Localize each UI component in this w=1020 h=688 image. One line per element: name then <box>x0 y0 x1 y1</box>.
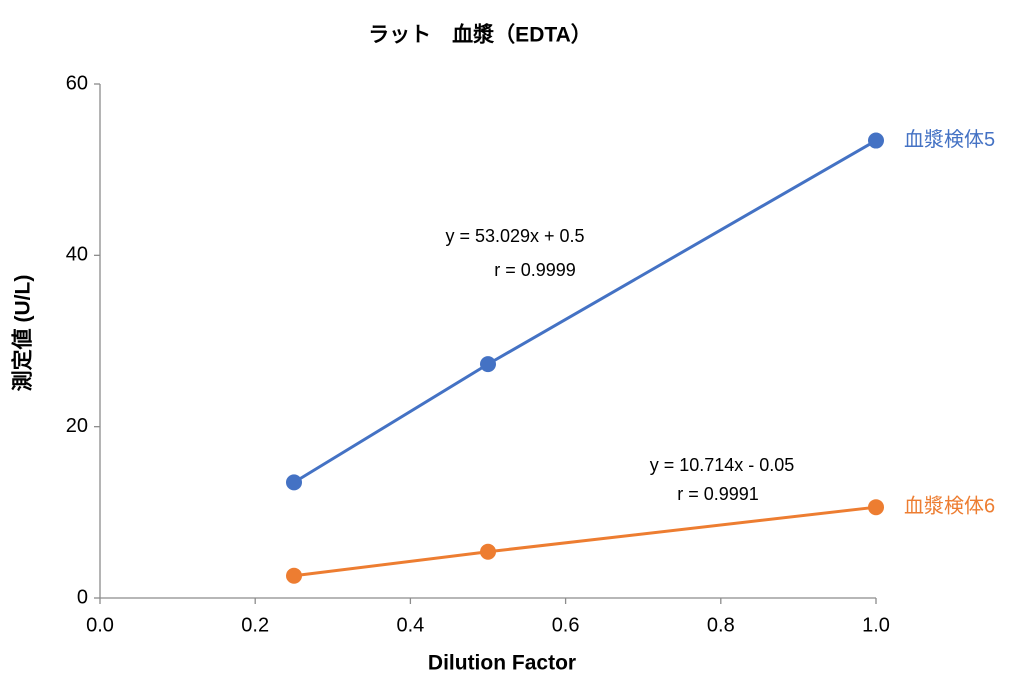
annotation: y = 53.029x + 0.5 <box>445 226 584 246</box>
point <box>480 543 496 560</box>
y-tick-label: 40 <box>66 244 88 266</box>
x-tick-label: 0.2 <box>241 614 269 636</box>
point <box>868 499 884 516</box>
x-tick-label: 0.0 <box>86 614 114 636</box>
series-line <box>293 139 877 484</box>
x-tick-label: 0.6 <box>552 614 580 636</box>
y-tick-label: 0 <box>77 586 88 608</box>
point <box>868 132 884 149</box>
series-label: 血漿検体6 <box>904 494 995 517</box>
x-tick-label: 0.8 <box>707 614 735 636</box>
point <box>286 567 302 584</box>
x-tick-label: 1.0 <box>862 614 890 636</box>
y-axis-label: 測定値 (U/L) <box>11 275 35 392</box>
x-axis-label: Dilution Factor <box>428 652 576 675</box>
annotation: r = 0.9991 <box>677 484 759 504</box>
y-tick-label: 60 <box>66 72 88 94</box>
annotation: y = 10.714x - 0.05 <box>650 455 795 475</box>
y-tick-label: 20 <box>66 415 88 437</box>
series-line <box>293 505 877 578</box>
chart-title: ラット 血漿（EDTA） <box>368 23 592 47</box>
series-label: 血漿検体5 <box>904 128 995 151</box>
point <box>286 474 302 491</box>
point <box>480 356 496 373</box>
annotation: r = 0.9999 <box>494 260 576 280</box>
x-tick-label: 0.4 <box>396 614 424 636</box>
